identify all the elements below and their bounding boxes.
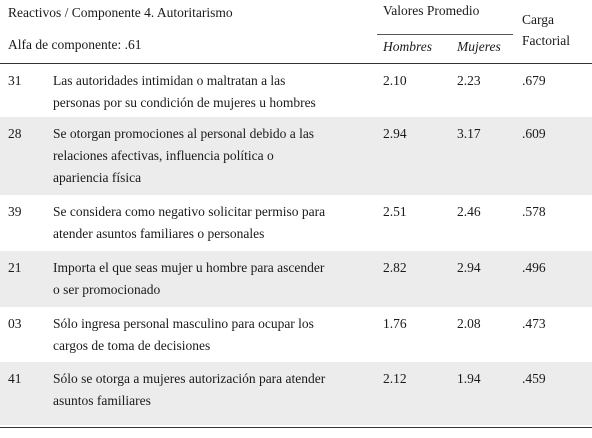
carga-factorial-header: Carga Factorial — [522, 9, 590, 51]
row-text-line: apariencia física — [53, 170, 142, 185]
valores-promedio-header: Valores Promedio — [383, 3, 480, 18]
row-text-line: relaciones afectivas, influencia polític… — [53, 148, 274, 163]
row-number: 41 — [8, 371, 22, 386]
row-text-line: Se otorgan promociones al personal debid… — [53, 126, 315, 141]
row-item-text: Se considera como negativo solicitar per… — [53, 201, 371, 245]
carga-header-line1: Carga — [522, 12, 554, 27]
row-text-line: asuntos familiares — [53, 393, 151, 408]
row-text-line: Se considera como negativo solicitar per… — [53, 204, 326, 219]
row-item-text: Sólo ingresa personal masculino para ocu… — [53, 313, 371, 357]
row-carga-value: .578 — [522, 204, 546, 219]
row-text-line: atender asuntos familiares o personales — [53, 226, 265, 241]
row-text-line: Las autoridades intimidan o maltratan a … — [53, 73, 286, 88]
row-text-line: Sólo ingresa personal masculino para ocu… — [53, 316, 314, 331]
row-text-line: personas por su condición de mujeres u h… — [53, 95, 316, 110]
row-hombres-value: 2.82 — [383, 260, 407, 275]
row-hombres-value: 2.94 — [383, 126, 407, 141]
table-row: 39 Se considera como negativo solicitar … — [0, 195, 592, 251]
row-item-text: Se otorgan promociones al personal debid… — [53, 123, 371, 189]
table-row: 31 Las autoridades intimidan o maltratan… — [0, 64, 592, 117]
table-row: 28 Se otorgan promociones al personal de… — [0, 117, 592, 195]
row-item-text: Las autoridades intimidan o maltratan a … — [53, 70, 371, 114]
mujeres-header: Mujeres — [457, 39, 501, 54]
row-mujeres-value: 1.94 — [457, 371, 481, 386]
row-text-line: Sólo se otorga a mujeres autorización pa… — [53, 371, 326, 386]
row-mujeres-value: 2.46 — [457, 204, 481, 219]
hombres-header: Hombres — [383, 39, 432, 54]
row-number: 31 — [8, 73, 22, 88]
table-body: 31 Las autoridades intimidan o maltratan… — [0, 64, 592, 425]
row-number: 28 — [8, 126, 22, 141]
row-mujeres-value: 2.08 — [457, 316, 481, 331]
row-carga-value: .459 — [522, 371, 546, 386]
row-hombres-value: 2.51 — [383, 204, 407, 219]
table-bottom-rule — [0, 427, 592, 428]
row-number: 21 — [8, 260, 22, 275]
row-hombres-value: 2.12 — [383, 371, 407, 386]
header-rule — [0, 63, 592, 64]
row-item-text: Importa el que seas mujer u hombre para … — [53, 257, 371, 301]
table-row: 41 Sólo se otorga a mujeres autorización… — [0, 362, 592, 425]
row-mujeres-value: 2.23 — [457, 73, 481, 88]
row-hombres-value: 2.10 — [383, 73, 407, 88]
row-number: 03 — [8, 316, 22, 331]
row-mujeres-value: 2.94 — [457, 260, 481, 275]
component-alpha: Alfa de componente: .61 — [8, 37, 142, 52]
valores-header-rule — [377, 34, 513, 35]
carga-header-line2: Factorial — [522, 33, 570, 48]
row-text-line: o ser promocionado — [53, 282, 161, 297]
table-row: 21 Importa el que seas mujer u hombre pa… — [0, 251, 592, 307]
row-item-text: Sólo se otorga a mujeres autorización pa… — [53, 368, 371, 412]
component-title: Reactivos / Componente 4. Autoritarismo — [8, 5, 233, 20]
table-header: Reactivos / Componente 4. Autoritarismo … — [0, 0, 592, 65]
row-number: 39 — [8, 204, 22, 219]
row-text-line: Importa el que seas mujer u hombre para … — [53, 260, 325, 275]
row-mujeres-value: 3.17 — [457, 126, 481, 141]
row-hombres-value: 1.76 — [383, 316, 407, 331]
row-carga-value: .496 — [522, 260, 546, 275]
row-carga-value: .473 — [522, 316, 546, 331]
row-carga-value: .609 — [522, 126, 546, 141]
row-text-line: cargos de toma de decisiones — [53, 338, 211, 353]
row-carga-value: .679 — [522, 73, 546, 88]
table-row: 03 Sólo ingresa personal masculino para … — [0, 307, 592, 362]
